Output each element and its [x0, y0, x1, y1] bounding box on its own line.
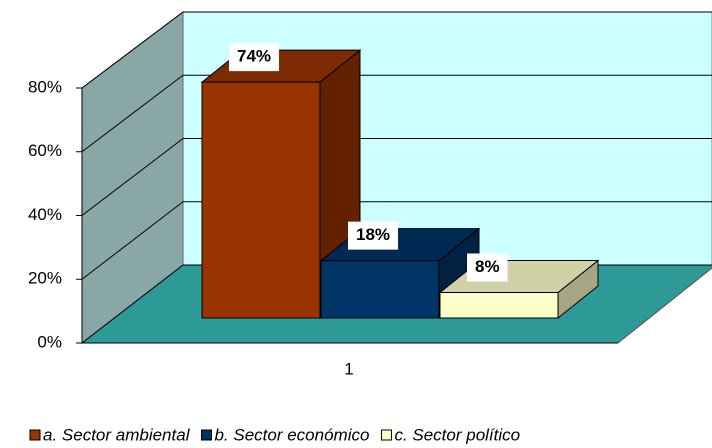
grid-line [81, 11, 184, 89]
data-label-box [467, 253, 508, 282]
legend-label: c. Sector político [394, 425, 520, 444]
y-tick-label: 40% [28, 205, 62, 224]
legend-label: b. Sector económico [214, 425, 369, 444]
bar [200, 49, 362, 320]
y-tick-label: 60% [28, 141, 62, 160]
legend-label: a. Sector ambiental [43, 425, 191, 444]
grid-line [81, 264, 184, 344]
y-tick-label: 20% [28, 269, 62, 288]
data-label-box [229, 43, 280, 72]
y-tick-label: 0% [37, 332, 62, 351]
legend-swatch [29, 429, 41, 441]
grid-line [81, 74, 184, 153]
data-label-box [348, 221, 399, 250]
bar-front [320, 260, 440, 319]
y-tick-label: 80% [28, 77, 62, 96]
data-label: 74% [237, 47, 271, 66]
legend-swatch [200, 429, 212, 441]
data-label: 18% [356, 225, 390, 244]
bar-front [439, 292, 559, 319]
legend-swatch [380, 429, 392, 441]
bar-front [201, 81, 321, 319]
data-label: 8% [475, 257, 500, 276]
x-tick-label: 1 [344, 359, 353, 378]
grid-line [81, 138, 184, 216]
grid-line [81, 201, 184, 280]
